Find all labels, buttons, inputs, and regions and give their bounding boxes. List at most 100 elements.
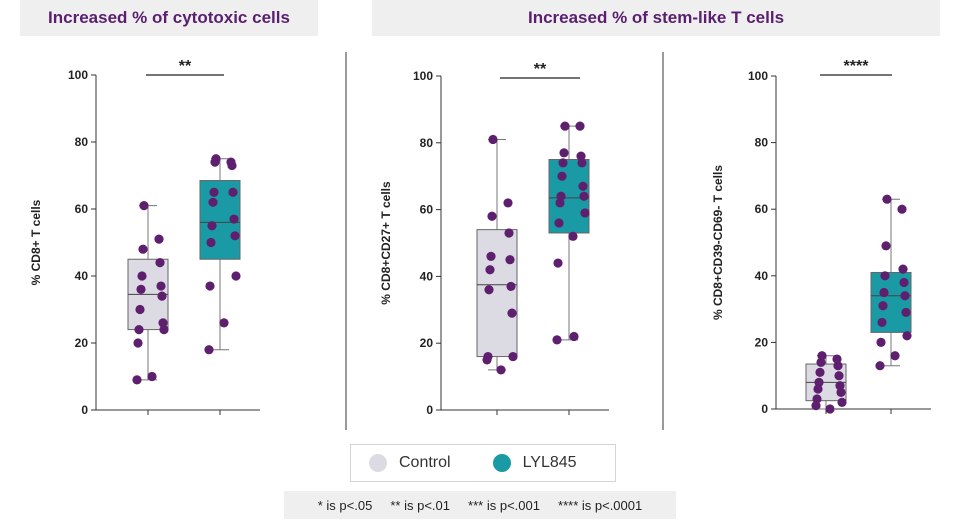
y-tick-label: 20	[755, 335, 769, 349]
data-point-lyl845	[205, 281, 215, 291]
significance-label: **	[179, 58, 192, 75]
data-point-lyl845	[902, 331, 912, 341]
data-point-control	[482, 355, 492, 365]
data-point-control	[508, 351, 518, 362]
legend-item-control: Control	[369, 454, 451, 472]
data-point-control	[833, 361, 843, 371]
chart-panel-3: 0 20 40 60 80 100 % CD8+CD39-CD69- T cells ****	[711, 58, 931, 416]
data-point-lyl845	[898, 264, 908, 274]
data-point-control	[504, 228, 514, 238]
y-tick-label: 40	[75, 269, 89, 283]
data-point-control	[147, 371, 157, 382]
data-point-control	[159, 325, 169, 335]
box-control	[476, 229, 518, 358]
data-point-control	[137, 271, 147, 281]
legend-swatch-lyl845	[492, 454, 511, 472]
data-point-control	[813, 384, 823, 394]
charts-area: 0 20 40 60 80 100 % CD8+ T cells ** 0 20 40 60 80 100…	[29, 58, 931, 417]
data-point-lyl845	[879, 287, 889, 298]
y-tick-label: 80	[755, 136, 769, 150]
data-point-lyl845	[877, 317, 887, 328]
data-point-lyl845	[210, 157, 220, 167]
y-tick-label: 100	[68, 68, 88, 82]
data-point-lyl845	[882, 194, 892, 204]
data-point-control	[484, 285, 494, 295]
y-tick-label: 80	[75, 135, 89, 149]
data-point-control	[132, 375, 142, 385]
data-point-lyl845	[228, 187, 238, 197]
data-point-control	[139, 201, 149, 211]
data-point-lyl845	[578, 181, 588, 191]
data-point-lyl845	[559, 148, 569, 158]
y-axis-title: % CD8+CD39-CD69- T cells	[711, 165, 725, 320]
data-point-lyl845	[231, 271, 241, 281]
panel-divider-2	[662, 52, 664, 430]
data-point-lyl845	[229, 214, 239, 224]
data-point-lyl845	[555, 198, 565, 208]
banner-stem-like: Increased % of stem-like T cells	[372, 0, 940, 36]
significance-label: **	[534, 61, 547, 78]
data-point-lyl845	[227, 160, 237, 171]
data-point-control	[505, 255, 515, 265]
y-tick-label: 60	[755, 202, 769, 216]
legend-label-lyl845: LYL845	[522, 454, 577, 471]
data-point-control	[837, 397, 847, 407]
p-value-note-text: * is p<.05 ** is p<.01 *** is p<.001 ***…	[317, 497, 643, 513]
data-point-lyl845	[897, 204, 907, 214]
data-point-lyl845	[208, 197, 218, 207]
data-point-lyl845	[580, 208, 590, 218]
y-tick-label: 0	[81, 403, 88, 417]
data-point-control	[825, 404, 835, 414]
data-point-control	[134, 325, 144, 335]
banner-stem-like-text: Increased % of stem-like T cells	[527, 8, 785, 27]
y-tick-label: 60	[420, 203, 434, 217]
data-point-control	[135, 304, 145, 315]
data-point-control	[488, 134, 498, 145]
data-point-control	[836, 387, 846, 397]
chart-panel-2: 0 20 40 60 80 100 % CD8+CD27+ T cells **	[379, 61, 609, 417]
data-point-lyl845	[575, 121, 585, 131]
panel-divider-1	[345, 52, 347, 430]
y-axis-title: % CD8+ T cells	[29, 199, 43, 285]
significance-label: ****	[844, 58, 870, 75]
data-point-control	[155, 258, 165, 268]
y-tick-label: 0	[426, 403, 433, 417]
y-tick-label: 40	[420, 269, 434, 283]
data-point-lyl845	[880, 271, 890, 281]
data-point-control	[154, 234, 164, 244]
data-point-control	[157, 291, 167, 301]
y-tick-label: 40	[755, 269, 769, 283]
data-point-lyl845	[560, 121, 570, 131]
y-tick-label: 0	[761, 402, 768, 416]
data-point-control	[834, 371, 844, 381]
data-point-control	[133, 338, 143, 348]
data-point-control	[138, 244, 148, 254]
legend-label-control: Control	[399, 454, 451, 471]
data-point-lyl845	[230, 231, 240, 241]
data-point-lyl845	[900, 291, 910, 301]
p-value-note: * is p<.05 ** is p<.01 *** is p<.001 ***…	[284, 491, 676, 519]
data-point-lyl845	[899, 277, 909, 288]
data-point-control	[816, 357, 826, 367]
data-point-lyl845	[557, 171, 567, 181]
banner-cytotoxic: Increased % of cytotoxic cells	[20, 0, 318, 36]
data-point-lyl845	[878, 301, 888, 311]
data-point-lyl845	[876, 337, 886, 347]
y-axis-title: % CD8+CD27+ T cells	[379, 181, 393, 305]
data-point-lyl845	[219, 318, 229, 328]
data-point-control	[503, 198, 513, 208]
banner-cytotoxic-text: Increased % of cytotoxic cells	[48, 8, 290, 27]
data-point-lyl845	[554, 218, 564, 228]
data-point-lyl845	[209, 187, 219, 197]
data-point-lyl845	[552, 335, 562, 345]
data-point-lyl845	[204, 345, 214, 355]
data-point-lyl845	[206, 237, 216, 248]
y-tick-label: 100	[413, 69, 433, 83]
data-point-lyl845	[890, 351, 900, 361]
data-point-control	[811, 401, 821, 411]
y-tick-label: 20	[420, 336, 434, 350]
data-point-control	[486, 251, 496, 261]
data-point-control	[507, 308, 517, 318]
data-point-lyl845	[577, 158, 587, 168]
data-point-control	[136, 284, 146, 294]
